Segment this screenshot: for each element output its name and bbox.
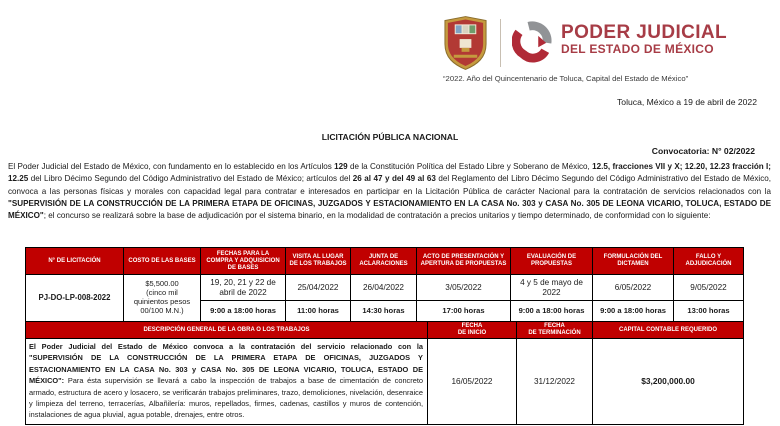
schedule-table: N° DE LICITACIÓN COSTO DE LAS BASES FECH…: [25, 247, 744, 322]
cell-fallo-date: 9/05/2022: [673, 274, 744, 301]
col-header-costo: COSTO DE LAS BASES: [123, 247, 201, 275]
col-header-capital: CAPITAL CONTABLE REQUERIDO: [592, 321, 744, 339]
detail-header-row: DESCRIPCIÓN GENERAL DE LA OBRA O LOS TRA…: [25, 321, 744, 339]
schedule-dates-row: PJ-DO-LP-008-2022 $5,500.00 (cinco mil q…: [25, 274, 744, 322]
col-header-dictamen: FORMULACIÓN DEL DICTAMEN: [592, 247, 674, 275]
col-header-visita: VISITA AL LUGAR DE LOS TRABAJOS: [285, 247, 351, 275]
col-header-descripcion: DESCRIPCIÓN GENERAL DE LA OBRA O LOS TRA…: [25, 321, 428, 339]
cell-acto-date: 3/05/2022: [416, 274, 511, 301]
cell-costo-bases: $5,500.00 (cinco mil quinientos pesos 00…: [123, 274, 201, 322]
col-header-evaluacion: EVALUACIÓN DE PROPUESTAS: [510, 247, 593, 275]
tables-container: N° DE LICITACIÓN COSTO DE LAS BASES FECH…: [25, 247, 744, 425]
cell-dictamen-date: 6/05/2022: [592, 274, 674, 301]
col-header-acto: ACTO DE PRESENTACIÓN Y APERTURA DE PROPU…: [416, 247, 511, 275]
cell-fecha-inicio: 16/05/2022: [427, 338, 517, 425]
brand-text: PODER JUDICIAL DEL ESTADO DE MÉXICO: [561, 22, 728, 56]
year-tagline: “2022. Año del Quincentenario de Toluca,…: [443, 74, 689, 83]
cell-fallo-time: 13:00 horas: [673, 300, 744, 322]
cell-descripcion-general: El Poder Judicial del Estado de México c…: [25, 338, 428, 425]
detail-table: DESCRIPCIÓN GENERAL DE LA OBRA O LOS TRA…: [25, 321, 744, 425]
cell-junta-time: 14:30 horas: [350, 300, 417, 322]
cell-acto-time: 17:00 horas: [416, 300, 511, 322]
col-header-fecha-terminacion: FECHA DE TERMINACIÓN: [516, 321, 593, 339]
cell-capital-contable: $3,200,000.00: [592, 338, 744, 425]
cell-fecha-terminacion: 31/12/2022: [516, 338, 593, 425]
brand-subtitle: DEL ESTADO DE MÉXICO: [561, 42, 714, 56]
judicial-logo-swirl-icon: [512, 21, 552, 63]
cell-visita-time: 11:00 horas: [285, 300, 351, 322]
cell-fechas-compra-date: 19, 20, 21 y 22 de abril de 2022: [200, 274, 286, 301]
col-header-fallo: FALLO Y ADJUDICACIÓN: [673, 247, 744, 275]
col-header-fecha-inicio: FECHA DE INICIO: [427, 321, 517, 339]
cell-licitacion-number: PJ-DO-LP-008-2022: [25, 274, 124, 322]
detail-values-row: El Poder Judicial del Estado de México c…: [25, 338, 744, 425]
convocatoria-number: Convocatoria: N° 02/2022: [651, 146, 755, 156]
dateline: Toluca, México a 19 de abril de 2022: [617, 97, 757, 107]
cell-evaluacion-date: 4 y 5 de mayo de 2022: [510, 274, 593, 301]
intro-paragraph: El Poder Judicial del Estado de México, …: [8, 162, 771, 221]
header-logo-block: PODER JUDICIAL DEL ESTADO DE MÉXICO: [442, 15, 727, 71]
cell-junta-date: 26/04/2022: [350, 274, 417, 301]
schedule-header-row: N° DE LICITACIÓN COSTO DE LAS BASES FECH…: [25, 247, 744, 275]
header-divider: [500, 19, 501, 67]
col-header-junta: JUNTA DE ACLARACIONES: [350, 247, 417, 275]
cell-visita-date: 25/04/2022: [285, 274, 351, 301]
col-header-fechas-compra: FECHAS PARA LA COMPRA Y ADQUISICION DE B…: [200, 247, 286, 275]
state-coat-of-arms-icon: [444, 16, 487, 70]
cell-dictamen-time: 9:00 a 18:00 horas: [592, 300, 674, 322]
cell-fechas-compra-time: 9:00 a 18:00 horas: [200, 300, 286, 322]
brand-title: PODER JUDICIAL: [561, 22, 728, 43]
document-title: LICITACIÓN PÚBLICA NACIONAL: [321, 132, 459, 142]
cell-evaluacion-time: 9:00 a 18:00 horas: [510, 300, 593, 322]
col-header-licitacion: N° DE LICITACIÓN: [25, 247, 124, 275]
